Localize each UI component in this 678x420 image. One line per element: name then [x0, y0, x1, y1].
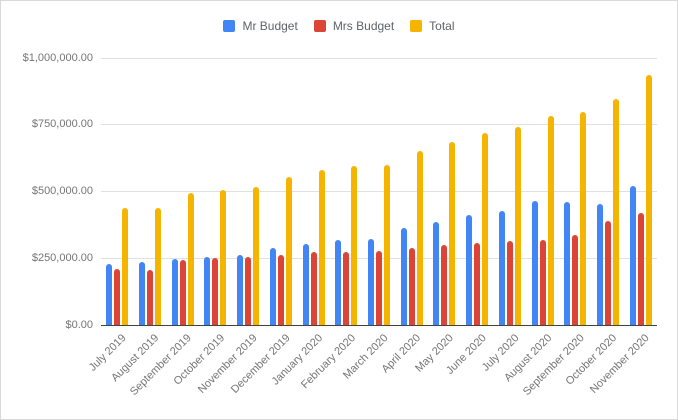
y-axis-label: $0.00	[65, 318, 93, 331]
bar-total-august-2019[interactable]	[155, 208, 162, 325]
legend-item-mr-budget[interactable]: Mr Budget	[223, 19, 298, 33]
legend-swatch-total	[410, 20, 423, 32]
bar-total-june-2020[interactable]	[482, 133, 489, 325]
bar-mrs-budget-august-2020[interactable]	[539, 240, 546, 325]
bar-mrs-budget-june-2020[interactable]	[474, 243, 481, 325]
legend-label: Mr Budget	[242, 19, 298, 33]
bar-total-october-2020[interactable]	[612, 99, 619, 325]
x-axis-label: November 2019	[195, 332, 260, 396]
bar-mr-budget-october-2020[interactable]	[596, 204, 603, 325]
y-axis-label: $250,000.00	[31, 251, 93, 264]
legend-item-total[interactable]: Total	[410, 19, 455, 33]
bar-total-september-2020[interactable]	[580, 112, 587, 325]
y-axis-label: $750,000.00	[31, 118, 93, 131]
bar-mr-budget-may-2020[interactable]	[433, 222, 440, 325]
bar-mrs-budget-july-2020[interactable]	[506, 241, 513, 325]
legend-swatch-mrs-budget	[313, 20, 326, 32]
bar-mr-budget-september-2020[interactable]	[564, 202, 571, 325]
bar-total-november-2019[interactable]	[253, 187, 260, 325]
x-axis-baseline	[101, 324, 657, 326]
bar-mrs-budget-november-2019[interactable]	[245, 257, 252, 325]
bar-total-january-2020[interactable]	[318, 170, 325, 325]
bar-mr-budget-april-2020[interactable]	[400, 228, 407, 325]
bar-mrs-budget-july-2019[interactable]	[114, 269, 121, 325]
bar-mrs-budget-february-2020[interactable]	[343, 252, 350, 325]
bar-mrs-budget-december-2019[interactable]	[277, 255, 284, 325]
bar-total-march-2020[interactable]	[384, 165, 390, 325]
legend-label: Total	[429, 19, 455, 33]
bar-mr-budget-november-2019[interactable]	[237, 255, 244, 325]
bar-mr-budget-july-2019[interactable]	[106, 264, 113, 325]
bar-total-april-2020[interactable]	[416, 151, 423, 325]
y-axis-label: $1,000,000.00	[22, 51, 93, 64]
bar-mr-budget-february-2020[interactable]	[335, 240, 342, 325]
gridline	[101, 57, 657, 59]
legend-swatch-mr-budget	[223, 20, 236, 32]
bar-total-september-2019[interactable]	[187, 193, 194, 325]
bar-total-august-2020[interactable]	[547, 116, 554, 325]
bar-mrs-budget-october-2020[interactable]	[604, 221, 611, 325]
legend-item-mrs-budget[interactable]: Mrs Budget	[313, 19, 395, 33]
bar-total-november-2020[interactable]	[645, 75, 652, 325]
bar-mr-budget-december-2019[interactable]	[269, 248, 276, 325]
bar-mr-budget-july-2020[interactable]	[498, 211, 505, 325]
bar-mr-budget-august-2019[interactable]	[139, 262, 146, 325]
bar-total-july-2020[interactable]	[514, 127, 521, 325]
bar-mr-budget-september-2019[interactable]	[171, 259, 178, 325]
bar-mrs-budget-april-2020[interactable]	[408, 248, 415, 325]
bar-mrs-budget-january-2020[interactable]	[310, 252, 317, 325]
chart-legend: Mr Budget Mrs Budget Total	[1, 15, 677, 37]
gridline	[101, 124, 657, 126]
legend-label: Mrs Budget	[332, 19, 395, 33]
bar-mr-budget-august-2020[interactable]	[531, 201, 538, 325]
x-axis-label: November 2020	[588, 332, 653, 396]
bar-mrs-budget-may-2020[interactable]	[441, 245, 448, 325]
bar-total-february-2020[interactable]	[351, 166, 358, 325]
gridline	[101, 191, 657, 192]
y-axis-label: $500,000.00	[31, 185, 93, 197]
bar-mr-budget-january-2020[interactable]	[302, 244, 309, 325]
bar-mrs-budget-august-2019[interactable]	[147, 270, 154, 325]
bar-mrs-budget-march-2020[interactable]	[376, 251, 382, 325]
bar-mr-budget-june-2020[interactable]	[466, 215, 473, 325]
bar-mrs-budget-october-2019[interactable]	[212, 258, 219, 325]
bar-total-may-2020[interactable]	[449, 142, 456, 325]
bar-mr-budget-october-2019[interactable]	[204, 257, 211, 325]
bar-total-july-2019[interactable]	[122, 208, 129, 325]
bar-mr-budget-november-2020[interactable]	[629, 186, 636, 325]
bar-mr-budget-march-2020[interactable]	[368, 239, 374, 325]
bar-total-october-2019[interactable]	[220, 190, 227, 325]
bar-mrs-budget-november-2020[interactable]	[637, 213, 644, 325]
bar-mrs-budget-september-2019[interactable]	[179, 260, 186, 325]
bar-mrs-budget-september-2020[interactable]	[572, 235, 579, 325]
bar-total-december-2019[interactable]	[285, 177, 292, 325]
